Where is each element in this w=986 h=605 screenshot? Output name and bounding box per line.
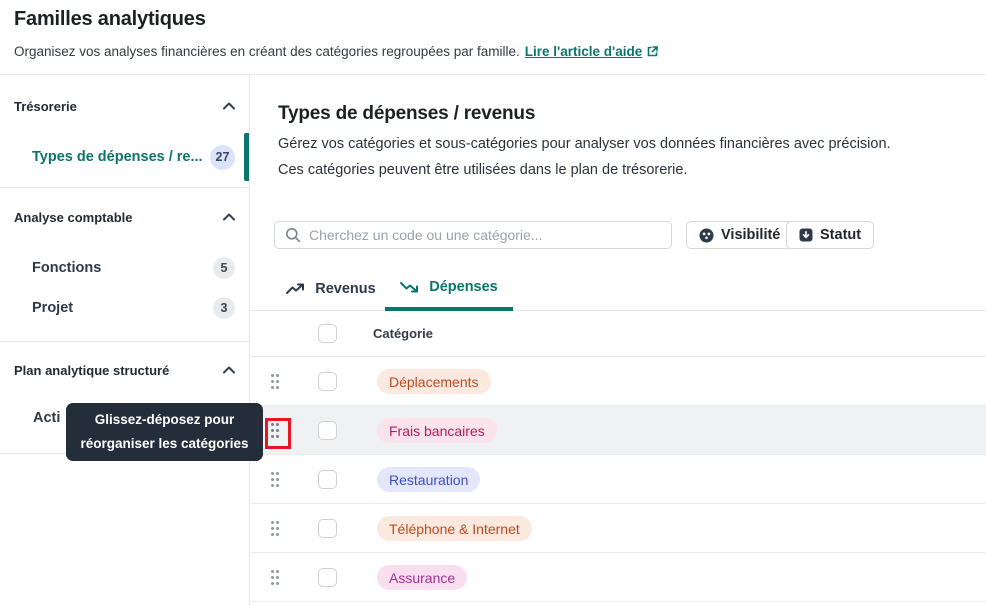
page-title: Familles analytiques [14,8,206,30]
page-subtitle: Organisez vos analyses financières en cr… [14,44,659,59]
drag-handle-icon[interactable] [269,520,281,537]
sidebar-item-fonctions[interactable]: Fonctions 5 [32,256,235,280]
table-row: Déplacements [251,357,986,406]
help-article-link-label: Lire l'article d'aide [524,44,643,59]
help-article-link[interactable]: Lire l'article d'aide [525,44,659,59]
row-checkbox[interactable] [318,519,337,538]
tab-bar: Revenus Dépenses [251,267,986,311]
count-badge: 3 [213,297,235,319]
sidebar-item-label: Acti [33,410,61,426]
table-row: Téléphone & Internet [251,504,986,553]
section-description: Gérez vos catégories et sous-catégories … [278,131,891,183]
tooltip-line1: Glissez-déposez pour [94,412,235,427]
drag-handle-icon[interactable] [269,471,281,488]
sidebar-item-label: Fonctions [32,260,102,276]
row-checkbox[interactable] [318,470,337,489]
section-description-line2: Ces catégories peuvent être utilisées da… [278,162,688,178]
category-pill[interactable]: Déplacements [377,369,491,394]
count-badge: 27 [210,144,235,170]
trend-down-icon [400,280,420,294]
sidebar-item-label: Types de dépenses / re... [32,149,203,165]
sidebar-group-label: Plan analytique structuré [14,362,170,378]
chevron-up-icon [223,213,235,221]
sidebar-divider [0,341,250,342]
status-filter-button[interactable]: Statut [786,221,875,249]
trend-up-icon [286,282,306,296]
table-row: Frais bancaires [251,406,986,455]
page-subtitle-text: Organisez vos analyses financières en cr… [14,44,520,59]
drag-handle-icon[interactable] [269,422,281,439]
chevron-up-icon [223,102,235,110]
category-table-body: Déplacements Frais bancaires Restauratio… [251,357,986,602]
sidebar-group-label: Analyse comptable [14,209,133,225]
tooltip-line2: réorganiser les catégories [80,436,249,451]
status-filter-label: Statut [820,227,862,243]
sidebar-item-activites[interactable]: Acti [33,406,235,430]
count-badge: 5 [213,257,235,279]
drag-handle-icon[interactable] [269,373,281,390]
active-item-indicator [244,133,249,181]
table-row: Restauration [251,455,986,504]
search-box [274,221,672,249]
tab-revenus[interactable]: Revenus [281,267,381,311]
sidebar: Trésorerie Types de dépenses / re... 27 … [0,75,250,605]
section-title: Types de dépenses / revenus [278,103,536,124]
search-icon [285,227,301,243]
sidebar-group-analyse-comptable[interactable]: Analyse comptable [14,208,235,226]
tab-revenus-label: Revenus [315,281,376,297]
status-icon [799,228,813,242]
search-input[interactable] [309,227,661,243]
sidebar-item-types-de-depenses[interactable]: Types de dépenses / re... 27 [32,144,235,170]
chevron-up-icon [223,366,235,374]
visibility-filter-button[interactable]: Visibilité [686,221,794,249]
sidebar-group-label: Trésorerie [14,98,77,114]
tab-depenses[interactable]: Dépenses [385,267,513,311]
drag-handle-icon[interactable] [269,569,281,586]
table-row: Assurance [251,553,986,602]
visibility-filter-label: Visibilité [721,227,781,243]
table-header-row: Catégorie [251,311,986,357]
category-pill[interactable]: Assurance [377,565,468,590]
column-header-categorie: Catégorie [373,326,433,341]
section-description-line1: Gérez vos catégories et sous-catégories … [278,136,891,152]
row-checkbox[interactable] [318,421,337,440]
category-pill[interactable]: Restauration [377,467,481,492]
row-checkbox[interactable] [318,372,337,391]
external-link-icon [646,45,659,58]
page-header: Familles analytiques Organisez vos analy… [0,0,986,75]
main-content: Types de dépenses / revenus Gérez vos ca… [251,75,986,605]
category-pill[interactable]: Frais bancaires [377,418,497,443]
sidebar-divider [0,187,250,188]
sidebar-item-label: Projet [32,300,74,316]
tab-depenses-label: Dépenses [429,279,498,295]
sidebar-item-projet[interactable]: Projet 3 [32,296,235,320]
sidebar-group-tresorerie[interactable]: Trésorerie [14,97,235,115]
sidebar-group-plan-analytique[interactable]: Plan analytique structuré [14,361,235,379]
annotation-highlight-box [265,418,291,449]
select-all-checkbox[interactable] [318,324,337,343]
category-pill[interactable]: Téléphone & Internet [377,516,532,541]
row-checkbox[interactable] [318,568,337,587]
visibility-icon [699,228,714,243]
drag-drop-tooltip: Glissez-déposez pour réorganiser les cat… [66,403,263,461]
